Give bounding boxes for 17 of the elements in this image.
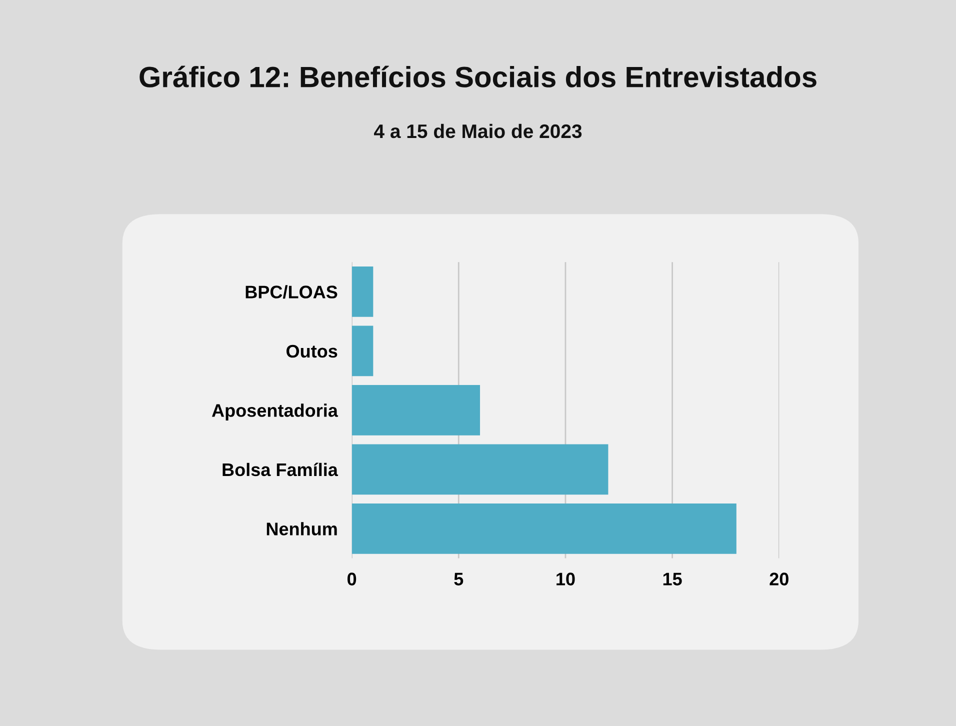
- x-tick-label: 10: [556, 572, 575, 586]
- y-tick-label: Aposentadoria: [212, 404, 338, 420]
- bar: [352, 385, 480, 436]
- chart-title: Gráfico 12: Benefícios Sociais dos Entrevistados: [140, 66, 816, 88]
- x-tick-label: 15: [663, 572, 682, 586]
- x-tick-label: 0: [348, 572, 356, 586]
- y-tick-label: BPC/LOAS: [246, 285, 338, 299]
- x-tick-label: 5: [454, 572, 464, 586]
- y-tick-label: Outos: [286, 344, 338, 358]
- x-tick-label: 20: [770, 572, 788, 586]
- bar: [352, 326, 374, 376]
- bar: [352, 444, 608, 495]
- y-tick-label: Nenhum: [266, 522, 337, 536]
- y-tick-label: Bolsa Família: [222, 462, 338, 476]
- bar: [352, 266, 374, 317]
- chart-subtitle: 4 a 15 de Maio de 2023: [374, 124, 582, 138]
- bar: [352, 503, 736, 554]
